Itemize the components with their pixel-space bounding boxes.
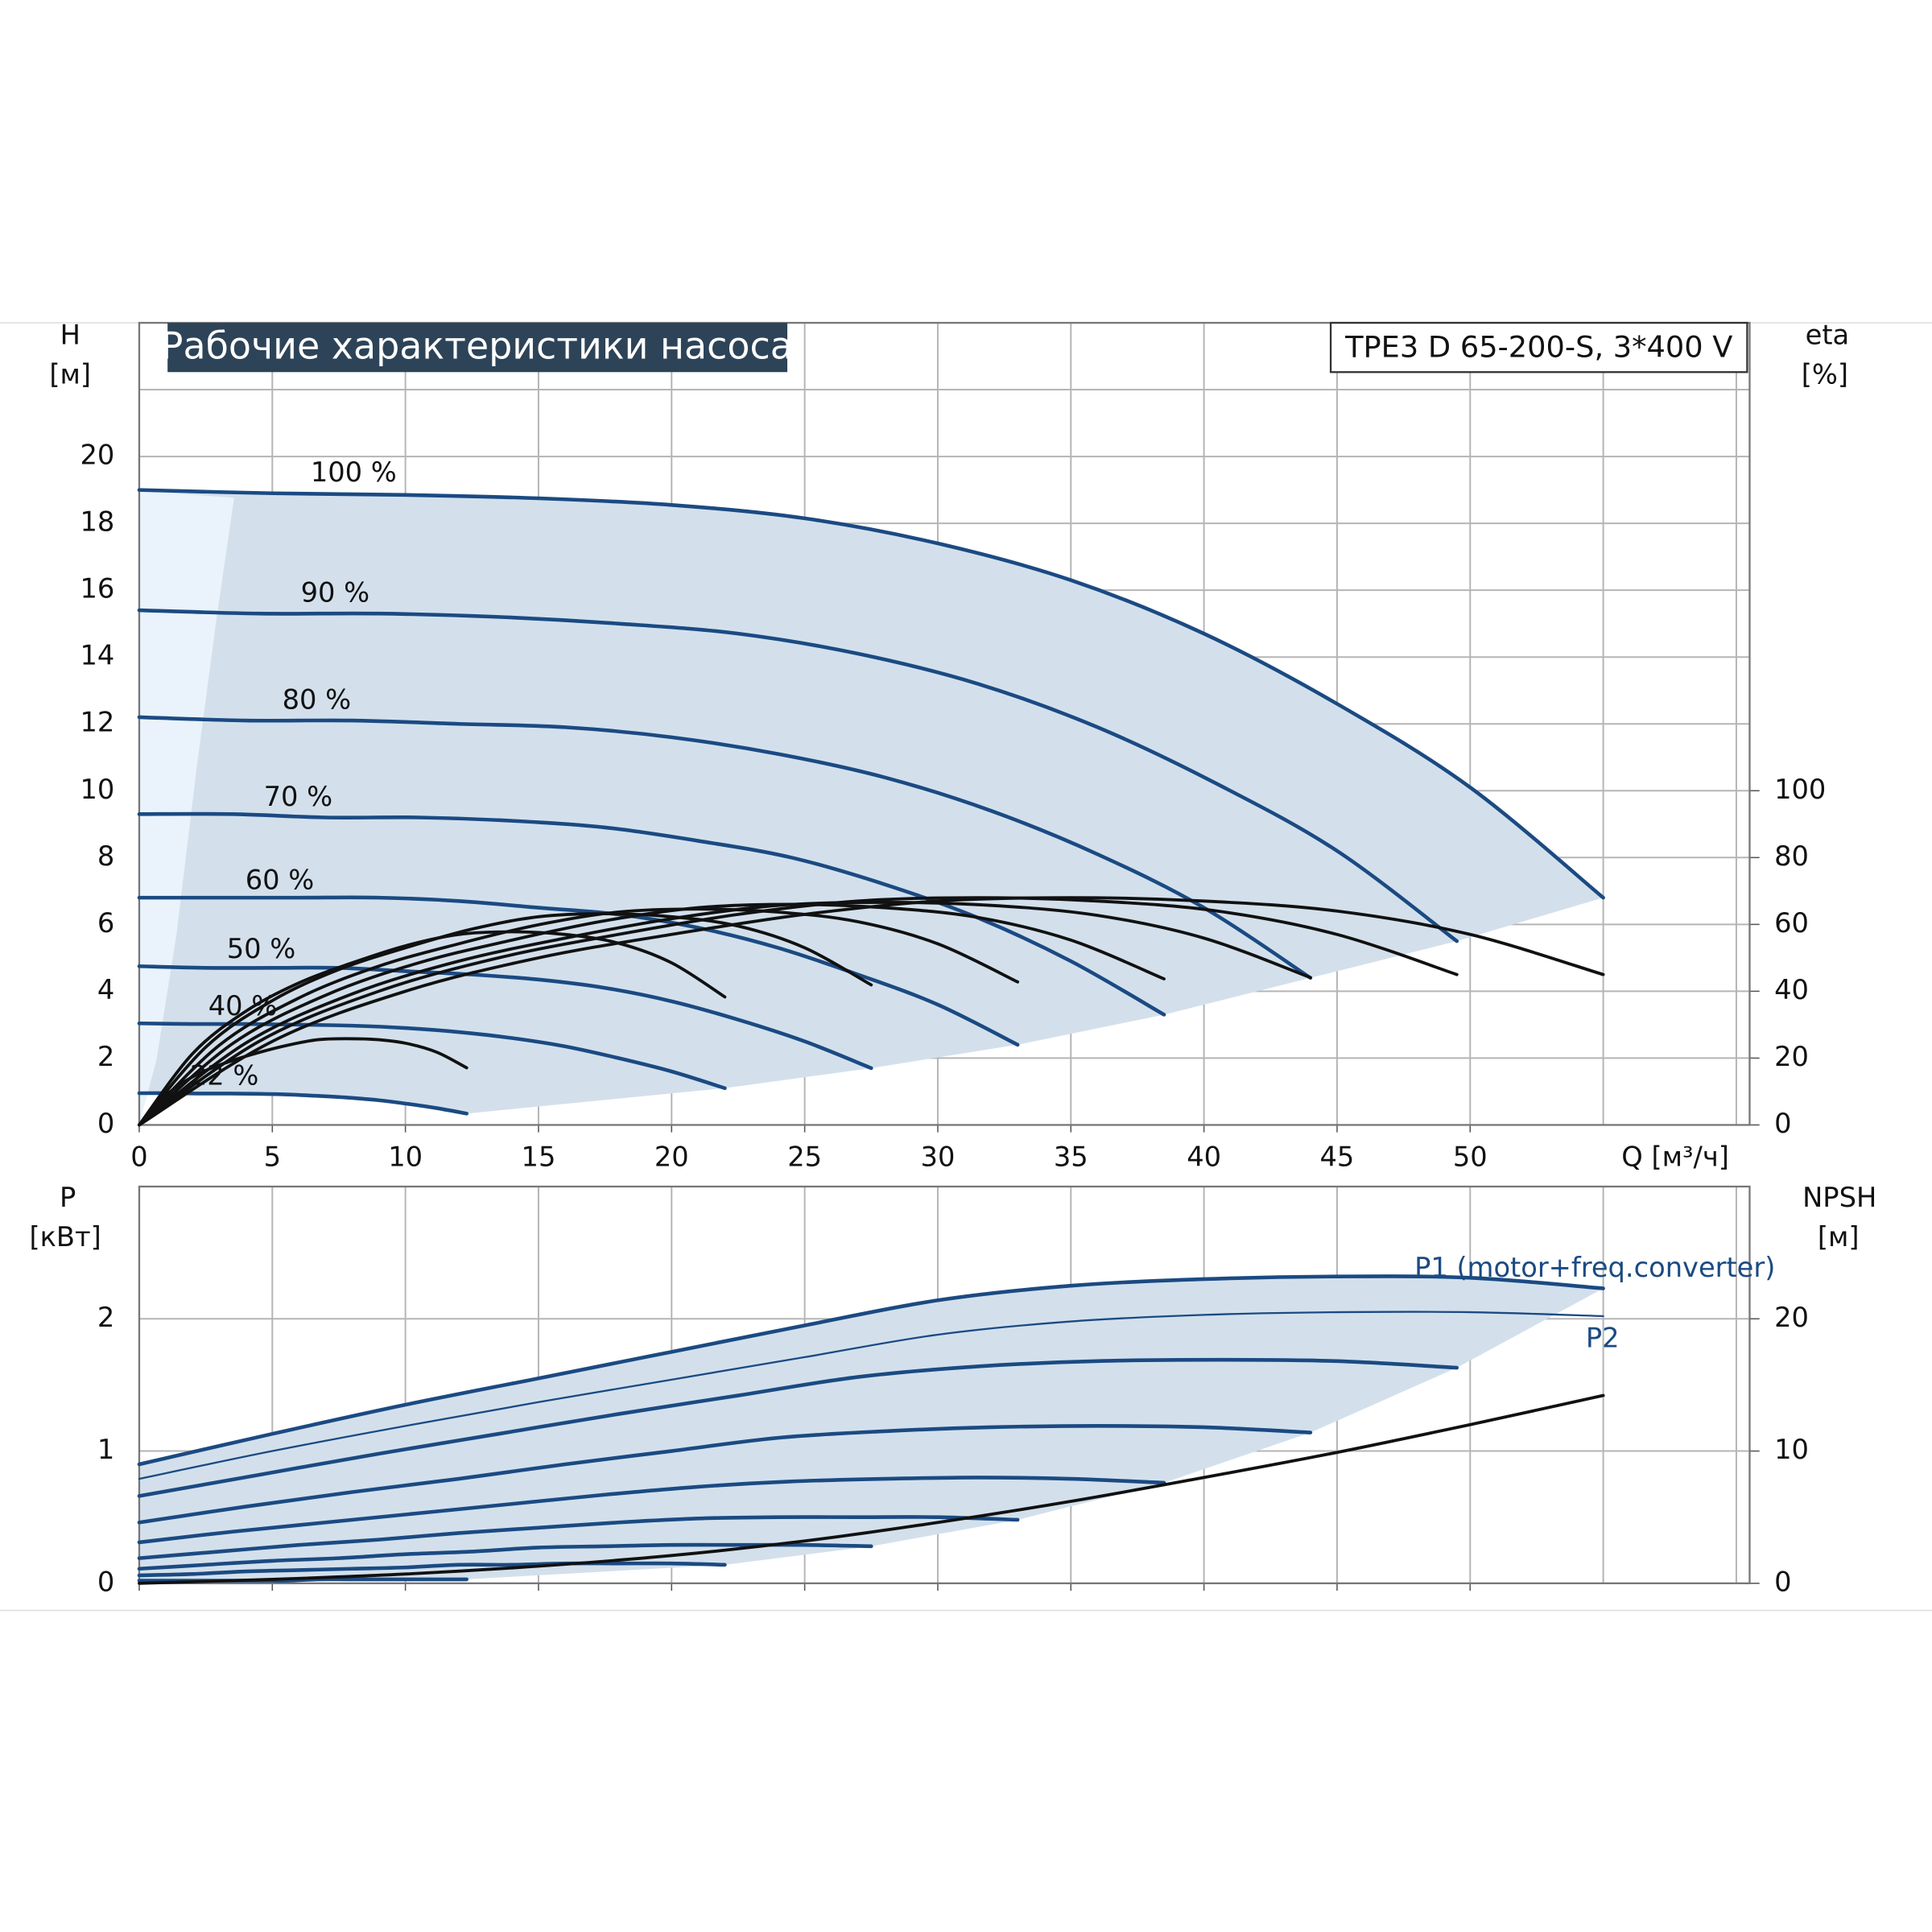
y2-tick-label: 10 (1774, 1434, 1809, 1465)
curve (137, 608, 1459, 943)
y-axis-label: P (60, 1182, 76, 1213)
series-label: P2 (1586, 1322, 1620, 1353)
speed-label: 90 % (301, 577, 370, 609)
curve-secondary (138, 907, 1020, 1127)
curve (137, 715, 1313, 980)
curve (137, 1476, 1166, 1545)
speed-label: 70 % (264, 781, 333, 812)
x-tick-label: 25 (787, 1141, 822, 1172)
y-tick-label: 16 (80, 573, 115, 605)
chart-subtitle: TPE3 D 65-200-S, 3*400 V (1344, 330, 1732, 365)
curve (137, 1274, 1605, 1467)
x-tick-label: 0 (130, 1141, 147, 1172)
curve (137, 1542, 873, 1571)
x-tick-label: 20 (654, 1141, 689, 1172)
curve-secondary (138, 912, 873, 1127)
speed-label: 50 % (227, 933, 296, 964)
x-tick-label: 45 (1320, 1141, 1355, 1172)
y-tick-label: 0 (97, 1108, 114, 1139)
curve-secondary (138, 1393, 1605, 1585)
curve (137, 488, 1605, 900)
y-axis-label: H (60, 319, 80, 350)
plot-layer: 0 5 10 15 20 25 30 35 40 45 5002468101214161820020… (80, 321, 1826, 1597)
curve (138, 1311, 1604, 1480)
y-axis-unit: [м] (49, 358, 91, 390)
y2-axis-label: NPSH (1802, 1182, 1876, 1213)
y2-tick-label: 0 (1774, 1566, 1791, 1597)
y-tick-label: 4 (97, 974, 114, 1005)
y-tick-label: 14 (80, 640, 115, 671)
y-tick-label: 20 (80, 440, 115, 471)
x-tick-label: 10 (388, 1141, 423, 1172)
curve-secondary (138, 1037, 469, 1127)
x-tick-label: 35 (1054, 1141, 1088, 1172)
y-tick-label: 12 (80, 707, 115, 738)
y2-tick-label: 80 (1774, 840, 1809, 872)
subtitle-box (1329, 321, 1748, 374)
x-tick-label: 40 (1187, 1141, 1221, 1172)
curve (137, 1515, 1020, 1560)
y2-tick-label: 60 (1774, 907, 1809, 939)
x-tick-label: 5 (264, 1141, 281, 1172)
y2-tick-label: 0 (1774, 1108, 1791, 1139)
y2-tick-label: 40 (1774, 974, 1809, 1005)
y2-tick-label: 20 (1774, 1302, 1809, 1333)
x-tick-label: 15 (522, 1141, 556, 1172)
y-tick-label: 0 (97, 1566, 114, 1597)
curve-secondary (138, 930, 727, 1127)
y-tick-label: 6 (97, 907, 114, 939)
curve-secondary (138, 896, 1459, 1127)
curve (137, 811, 1166, 1017)
title-box (167, 323, 788, 373)
speed-label: 60 % (246, 865, 315, 896)
speed-label: 100 % (311, 456, 397, 488)
y-tick-label: 1 (97, 1434, 114, 1465)
y2-axis-unit: [%] (1802, 358, 1848, 390)
x-tick-label: 50 (1453, 1141, 1488, 1172)
curve (137, 1357, 1459, 1498)
chart-title: Рабочие характеристики насоса (161, 324, 793, 368)
y-tick-label: 18 (80, 506, 115, 538)
y-tick-label: 10 (80, 774, 115, 805)
y-tick-label: 2 (97, 1302, 114, 1333)
y-tick-label: 8 (97, 840, 114, 872)
series-label: P1 (motor+freq.converter) (1414, 1252, 1775, 1283)
y2-axis-unit: [м] (1818, 1221, 1860, 1253)
curve (137, 1021, 727, 1091)
x-tick-label: 30 (921, 1141, 956, 1172)
plot-frame (138, 1185, 1751, 1584)
speed-label: 80 % (283, 684, 352, 716)
y-axis-unit: [кВт] (29, 1221, 101, 1253)
y2-tick-label: 100 (1774, 774, 1826, 805)
curve (137, 1561, 727, 1578)
curve (137, 1424, 1313, 1525)
y-tick-label: 2 (97, 1041, 114, 1072)
y2-axis-label: eta (1806, 319, 1850, 350)
y2-tick-label: 20 (1774, 1041, 1809, 1072)
curve (137, 1091, 469, 1116)
plot-frame (138, 321, 1751, 1126)
curve-secondary (138, 901, 1312, 1127)
x-axis-label: Q [м³/ч] (1621, 1141, 1729, 1172)
curve (137, 964, 873, 1071)
